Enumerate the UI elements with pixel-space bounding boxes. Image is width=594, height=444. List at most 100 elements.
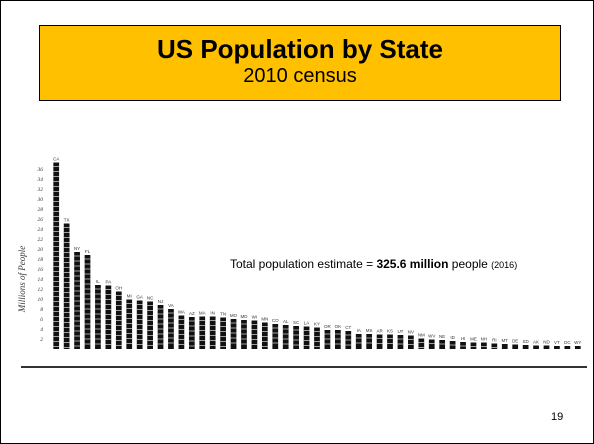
bar-la — [303, 326, 310, 349]
bar-label: CA — [53, 157, 59, 162]
y-tick-label: 10 — [38, 297, 44, 303]
bar-ia — [355, 334, 362, 349]
y-axis-label: Millions of People — [17, 246, 27, 314]
bar-ks — [387, 334, 393, 349]
bar-label: OH — [115, 286, 122, 291]
bar-label: ME — [470, 337, 477, 342]
bar-label: MO — [230, 313, 238, 318]
total-population-annotation: Total population estimate = 325.6 millio… — [230, 257, 517, 271]
bar-nh — [481, 342, 487, 349]
bar-co — [272, 324, 279, 349]
bar-label: AZ — [189, 311, 195, 316]
bar-label: IN — [210, 311, 215, 316]
bar-label: NC — [147, 296, 154, 301]
bar-me — [470, 342, 477, 349]
bar-sc — [293, 326, 300, 349]
bar-ky — [314, 327, 320, 349]
bar-label: SC — [293, 320, 300, 325]
y-tick-label: 6 — [40, 317, 43, 323]
bar-tx — [63, 223, 70, 349]
bar-az — [188, 317, 195, 349]
bar-label: VA — [168, 303, 174, 308]
bar-label: DE — [512, 339, 518, 344]
bar-label: FL — [85, 249, 91, 254]
bar-label: MS — [366, 328, 373, 333]
bar-label: DC — [564, 340, 571, 345]
bar-in — [209, 316, 216, 349]
annotation-suffix: people — [448, 257, 492, 271]
bar-hi — [460, 342, 466, 349]
bar-or — [324, 330, 331, 349]
bar-label: NY — [74, 246, 80, 251]
bar-label: NJ — [158, 299, 164, 304]
bar-wv — [428, 339, 435, 349]
bar-mn — [261, 322, 268, 349]
y-tick-label: 20 — [38, 247, 44, 253]
bar-label: NE — [439, 334, 445, 339]
bar-pa — [105, 285, 112, 349]
bar-de — [512, 344, 519, 349]
annotation-value: 325.6 million — [376, 257, 449, 271]
bar-nv — [408, 335, 414, 349]
bar-label: AK — [533, 340, 539, 345]
bar-label: NM — [418, 333, 425, 338]
bar-nj — [157, 305, 164, 349]
bar-mo — [230, 319, 237, 349]
bar-label: VT — [554, 340, 560, 345]
bar-label: IL — [96, 279, 100, 284]
bar-label: WA — [178, 310, 185, 315]
y-tick-label: 32 — [37, 187, 44, 193]
y-tick-label: 22 — [38, 237, 44, 243]
bar-sd — [522, 345, 529, 349]
bar-label: RI — [492, 338, 497, 343]
bar-label: OK — [335, 324, 342, 329]
y-tick-label: 18 — [38, 257, 44, 263]
bar-label: PA — [106, 280, 112, 285]
bar-label: MI — [127, 294, 132, 299]
slide-subtitle: 2010 census — [243, 65, 357, 87]
bar-ri — [491, 343, 498, 349]
bar-wa — [178, 315, 185, 349]
page-number: 19 — [551, 411, 564, 423]
y-tick-label: 2 — [40, 337, 43, 343]
bar-al — [282, 325, 289, 349]
bar-dc — [564, 346, 571, 349]
bar-ut — [397, 335, 404, 349]
y-tick-label: 8 — [40, 307, 43, 313]
bar-il — [95, 285, 101, 349]
y-tick-label: 28 — [38, 207, 44, 213]
y-tick-label: 4 — [40, 326, 43, 333]
y-tick-label: 30 — [37, 197, 44, 203]
bar-label: AL — [283, 319, 289, 324]
y-tick-label: 12 — [38, 287, 44, 293]
bar-ca — [53, 162, 60, 349]
bar-ms — [366, 334, 373, 349]
bar-mi — [126, 299, 133, 349]
bar-nd — [543, 345, 550, 349]
bar-label: NH — [481, 337, 488, 342]
bar-label: UT — [397, 329, 403, 334]
y-tick-label: 16 — [38, 267, 44, 273]
bar-md — [241, 320, 247, 349]
y-tick-label: 36 — [37, 167, 44, 173]
bar-label: MA — [199, 311, 206, 316]
bar-label: OR — [324, 324, 332, 329]
bar-label: WY — [574, 340, 581, 345]
bar-label: AR — [376, 329, 383, 334]
bar-label: TN — [220, 312, 226, 317]
y-tick-label: 24 — [38, 226, 44, 233]
bar-ma — [199, 316, 206, 349]
bar-label: NV — [408, 330, 414, 335]
bar-mt — [501, 344, 508, 349]
y-tick-label: 26 — [38, 217, 44, 223]
bar-label: ND — [543, 340, 550, 345]
bar-wy — [574, 346, 581, 349]
bar-label: IA — [357, 328, 361, 333]
slide-title: US Population by State — [156, 34, 444, 64]
bar-label: CT — [345, 325, 351, 330]
population-bar-chart: Millions of People2468101214161820222426… — [17, 157, 587, 368]
bar-nm — [418, 338, 425, 349]
bar-label: HI — [461, 336, 466, 341]
annotation-prefix: Total population estimate = — [230, 257, 377, 271]
